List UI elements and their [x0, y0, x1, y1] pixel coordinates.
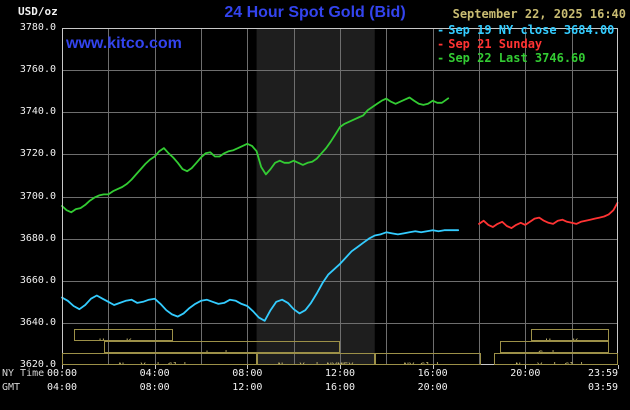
legend-item-sep19: - Sep 19 NY close 3684.00 [437, 23, 614, 37]
x-axis-caption-ny-time: NY Time [2, 368, 45, 379]
price-line-sep22-last [61, 96, 450, 214]
chart-legend: - Sep 19 NY close 3684.00 - Sep 21 Sunday … [437, 23, 614, 65]
legend-label: Sep 21 Sunday [448, 37, 543, 51]
x-axis-caption-gmt: GMT [2, 382, 21, 393]
session-label: New York NYMEX [278, 362, 354, 364]
session-box-new-york-globex: New York Globex [62, 353, 257, 365]
y-axis-label: 3760.0 [19, 64, 56, 76]
session-label: Hong Kong [99, 338, 148, 340]
y-axis-unit-label: USD/oz [18, 5, 58, 18]
price-line-sep19-ny-close [61, 229, 460, 322]
chart-title: 24 Hour Spot Gold (Bid) [224, 4, 406, 21]
legend-item-sep22: - Sep 22 Last 3746.60 [437, 51, 614, 65]
x-axis-label-ny: 20:00 [510, 368, 541, 379]
session-box-hong-kong: Hong Kong [73, 329, 174, 341]
y-axis-label: 3720.0 [19, 148, 56, 160]
y-axis-label: 3700.0 [19, 190, 56, 202]
session-box-london: London [103, 341, 340, 353]
session-box-new-york-nymex: New York NYMEX [256, 353, 375, 365]
y-axis-label: 3680.0 [19, 232, 56, 244]
chart-timestamp: September 22, 2025 16:40 [452, 7, 626, 21]
session-label: London [206, 350, 239, 352]
session-box-sydney: Sydney [499, 341, 609, 353]
x-axis-label-gmt: 20:00 [417, 382, 448, 393]
x-axis-label-ny: 04:00 [139, 368, 170, 379]
session-label: New York Globex [119, 362, 200, 364]
session-label: Hong Kong [546, 338, 595, 340]
session-label: New York Globex [515, 362, 596, 364]
x-axis-label-ny: 12:00 [324, 368, 356, 379]
legend-label: Sep 19 NY close 3684.00 [448, 23, 615, 37]
y-axis-label: 3620.0 [19, 359, 56, 370]
price-line-sep21-sunday [478, 201, 619, 230]
nymex-session-band [256, 28, 375, 365]
x-axis-label-gmt: 03:59 [587, 382, 619, 393]
x-axis-label-gmt: 16:00 [324, 382, 356, 393]
session-box-new-york-globex: New York Globex [494, 353, 618, 365]
session-box-hong-kong: Hong Kong [531, 329, 609, 341]
session-label: NY Globex [404, 362, 453, 364]
legend-line-swatch: - [437, 23, 445, 37]
x-axis-label-ny: 16:00 [417, 368, 448, 379]
x-axis-label-ny: 23:59 [587, 368, 619, 379]
legend-line-swatch: - [437, 37, 445, 51]
y-axis-label: 3660.0 [19, 274, 56, 286]
x-axis-label-gmt: 12:00 [232, 382, 263, 393]
y-axis-label: 3740.0 [19, 106, 56, 118]
y-axis-label: 3780.0 [19, 22, 56, 33]
x-axis-label-gmt: 04:00 [46, 382, 78, 393]
kitco-website-link[interactable]: www.kitco.com [66, 35, 182, 52]
legend-label: Sep 22 Last 3746.60 [448, 51, 586, 65]
legend-line-swatch: - [437, 51, 445, 65]
x-axis-label-ny: 08:00 [232, 368, 263, 379]
session-label: Sydney [538, 350, 571, 352]
x-axis-label-ny: 00:00 [46, 368, 78, 379]
legend-item-sep21: - Sep 21 Sunday [437, 37, 614, 51]
x-axis-label-gmt: 08:00 [139, 382, 170, 393]
y-axis-label: 3640.0 [19, 316, 56, 328]
session-box-ny-globex: NY Globex [374, 353, 482, 365]
